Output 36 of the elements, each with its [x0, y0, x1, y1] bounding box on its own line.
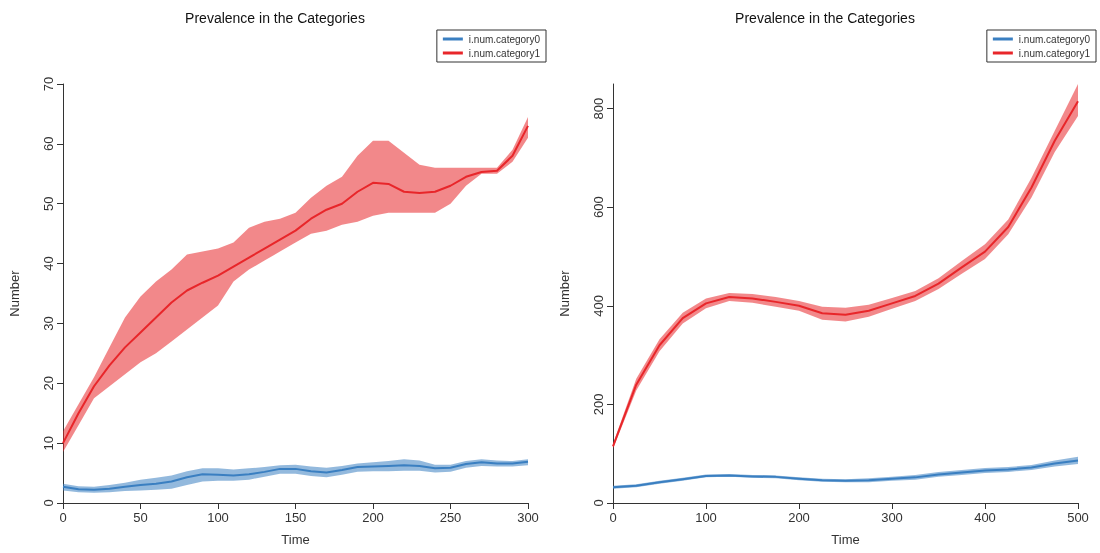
x-tick-label: 200: [362, 510, 384, 525]
y-axis-title: Number: [557, 269, 572, 317]
y-axis-title: Number: [7, 269, 22, 317]
x-tick-label: 150: [284, 510, 307, 525]
y-tick-label: 60: [41, 136, 56, 152]
x-axis-title: Time: [831, 532, 860, 547]
y-tick-label: 40: [41, 256, 56, 271]
y-tick-label: 20: [41, 376, 56, 391]
x-tick-label: 300: [881, 510, 903, 525]
chart-title: Prevalence in the Categories: [735, 10, 915, 26]
legend-label: i.num.category0: [468, 33, 541, 45]
y-tick-label: 800: [591, 97, 606, 120]
x-tick-label: 250: [439, 510, 462, 525]
legend-label: i.num.category1: [1018, 47, 1091, 59]
legend-label: i.num.category0: [1018, 33, 1091, 45]
x-tick-label: 0: [59, 510, 67, 525]
y-tick-label: 0: [591, 499, 606, 507]
y-tick-label: 400: [591, 294, 606, 317]
y-tick-label: 600: [591, 196, 606, 219]
x-tick-label: 400: [974, 510, 996, 525]
y-tick-label: 30: [41, 316, 56, 331]
chart-title: Prevalence in the Categories: [185, 10, 365, 26]
x-tick-label: 100: [207, 510, 229, 525]
x-tick-label: 0: [609, 510, 617, 525]
x-axis-title: Time: [281, 532, 310, 547]
x-tick-label: 100: [695, 510, 717, 525]
legend-label: i.num.category1: [468, 47, 541, 59]
x-tick-label: 50: [133, 510, 148, 525]
x-tick-label: 300: [517, 510, 539, 525]
y-tick-label: 70: [41, 76, 56, 92]
y-tick-label: 200: [591, 393, 606, 416]
y-tick-label: 50: [41, 196, 56, 211]
x-tick-label: 200: [788, 510, 810, 525]
y-tick-label: 10: [41, 435, 56, 451]
x-tick-label: 500: [1067, 510, 1089, 525]
y-tick-label: 0: [41, 499, 56, 507]
